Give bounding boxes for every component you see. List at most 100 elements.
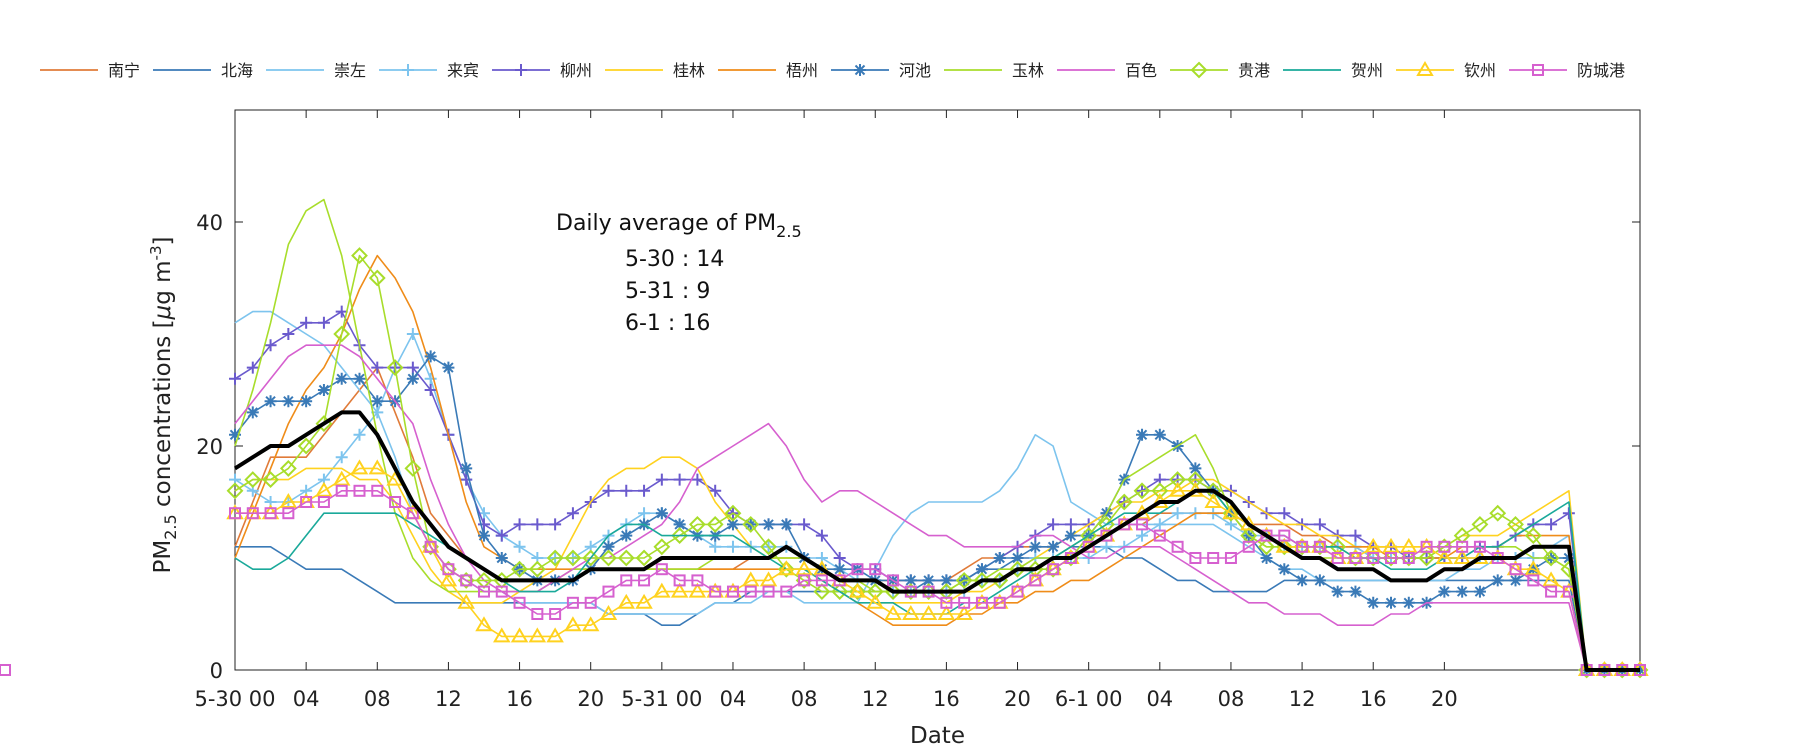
series-point	[389, 496, 402, 508]
series-point	[688, 515, 706, 533]
series-point	[368, 459, 387, 475]
legend-entry: 河池	[831, 61, 931, 80]
series-梧州	[234, 254, 1640, 671]
legend-marker	[515, 64, 527, 76]
annotation-line: 5-31 : 9	[625, 279, 710, 304]
series-point	[1153, 529, 1166, 542]
series-point	[726, 540, 739, 553]
series-point	[688, 582, 707, 598]
series-point	[1047, 563, 1060, 576]
series-point	[1364, 537, 1382, 553]
series-point	[673, 574, 686, 587]
y-axis-title-sup: -3	[147, 246, 165, 261]
series-point	[1349, 585, 1362, 598]
x-tick-label: 04	[1146, 687, 1173, 711]
series-point	[1542, 571, 1560, 587]
series-point	[1151, 482, 1169, 500]
series-point	[279, 459, 297, 477]
series-point	[1296, 540, 1309, 553]
series-point	[1260, 529, 1273, 542]
series-point	[922, 574, 935, 587]
series-point	[528, 627, 547, 643]
series-point	[655, 563, 668, 576]
series-point	[742, 515, 760, 533]
series-point	[869, 563, 882, 576]
x-tick-label: 08	[791, 687, 818, 711]
series-point	[282, 395, 295, 408]
series-point	[602, 484, 615, 497]
series-point	[635, 593, 653, 609]
series-point	[1239, 515, 1258, 531]
series-point	[1136, 428, 1149, 441]
series-point	[460, 574, 473, 587]
series-point	[1064, 529, 1077, 542]
legend-entry: 北海	[153, 61, 253, 80]
series-point	[638, 574, 651, 587]
series-point	[315, 481, 333, 497]
y-axis-title-unit: g m	[150, 260, 176, 304]
legend-entry: 柳州	[492, 61, 592, 80]
y-axis-title-main: PM	[150, 540, 176, 574]
series-point	[460, 462, 473, 475]
series-point	[1420, 540, 1433, 553]
y-axis-title-close: ]	[150, 237, 176, 246]
series-point	[780, 518, 793, 531]
legend: 南宁 北海 崇左 来宾 柳州 桂林 梧州 河池 玉林 百色 贵港 贺州 钦州 防城港	[40, 61, 1625, 80]
series-line	[234, 254, 1640, 671]
series-point	[937, 605, 956, 620]
series-point	[584, 596, 597, 609]
legend-entry: 南宁	[40, 61, 140, 80]
y-axis-title: PM2.5 concentrations [μg m-3]	[147, 237, 180, 574]
series-point	[371, 395, 384, 408]
series-point	[581, 616, 600, 632]
series-point	[371, 361, 384, 374]
series-point	[1491, 574, 1504, 587]
x-tick-label: 16	[933, 687, 960, 711]
series-point	[777, 560, 796, 576]
series-point	[1313, 518, 1326, 531]
y-axis-title-mu: μ	[150, 305, 176, 321]
series-point	[0, 664, 11, 676]
series-point	[742, 571, 760, 587]
x-tick-label: 12	[1289, 687, 1316, 711]
x-tick-label: 20	[1431, 687, 1458, 711]
series-point	[1542, 549, 1560, 567]
series-point	[620, 529, 633, 542]
series-point	[332, 470, 351, 486]
x-tick-label: 20	[1004, 687, 1031, 711]
series-point	[955, 571, 973, 589]
series-point	[1400, 537, 1418, 553]
daily-average-annotation: Daily average of PM2.5 5-30 : 14 5-31 : …	[556, 211, 802, 336]
series-point	[531, 608, 544, 620]
legend-label: 百色	[1125, 61, 1157, 80]
x-tick-label: 08	[364, 687, 391, 711]
series-point	[460, 473, 473, 486]
legend-label: 来宾	[447, 61, 479, 80]
series-line	[235, 467, 1640, 671]
series-钦州	[228, 459, 1649, 676]
series-point	[691, 574, 704, 587]
series-point	[1222, 504, 1240, 520]
series-point	[795, 560, 813, 576]
series-point	[1278, 563, 1291, 576]
series-line	[234, 254, 1640, 671]
x-tick-label: 5-30 00	[194, 687, 275, 711]
series-point	[386, 359, 404, 377]
series-point	[495, 585, 508, 598]
series-point	[1527, 574, 1540, 587]
series-point	[1438, 585, 1451, 598]
series-point	[495, 552, 508, 564]
legend-label: 南宁	[108, 61, 140, 80]
series-point	[1047, 540, 1060, 553]
y-tick-label: 0	[210, 659, 223, 683]
annotation-line: 5-30 : 14	[625, 247, 724, 272]
series-point	[851, 563, 864, 576]
series-point	[335, 484, 348, 497]
series-point	[439, 571, 458, 587]
series-point	[762, 585, 775, 598]
series-point	[457, 593, 475, 609]
series-point	[1118, 518, 1131, 531]
series-point	[673, 518, 686, 531]
series-point	[1100, 540, 1113, 553]
series-point	[1402, 596, 1415, 609]
